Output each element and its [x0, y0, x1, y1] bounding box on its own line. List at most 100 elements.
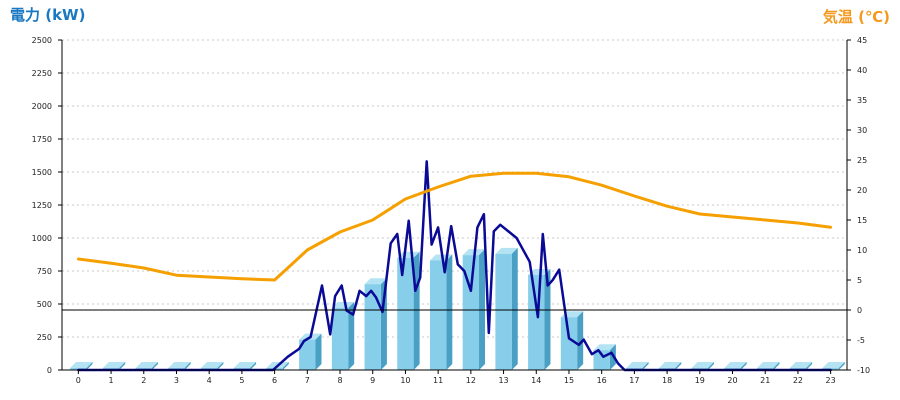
bar-front: [560, 317, 578, 370]
x-tick-label: 3: [174, 376, 179, 385]
bar-top: [364, 278, 387, 285]
y-left-tick-label: 500: [37, 300, 52, 309]
y-right-tick-label: 30: [857, 126, 867, 135]
bar-side: [380, 278, 387, 370]
y-left-tick-label: 750: [37, 267, 52, 276]
bar-side: [217, 362, 224, 370]
y-left-tick-label: 2500: [32, 36, 52, 45]
x-tick-label: 18: [662, 376, 672, 385]
x-tick-label: 15: [564, 376, 574, 385]
bar-top: [658, 362, 682, 369]
bar-side: [740, 362, 747, 370]
bar-side: [577, 311, 584, 370]
x-tick-label: 5: [239, 376, 244, 385]
bar-top: [201, 362, 224, 369]
bar-series: [70, 247, 845, 370]
axes: [58, 39, 851, 374]
y-left-tick-label: 1250: [32, 201, 52, 210]
bar-front: [299, 339, 316, 370]
bar-top: [789, 362, 813, 369]
bar-top: [233, 362, 257, 369]
bar: [331, 301, 355, 370]
bar: [495, 247, 518, 370]
x-tick-label: 11: [433, 376, 443, 385]
y-left-tick-label: 1000: [32, 234, 52, 243]
power-line: [77, 160, 832, 372]
grid-lines: [62, 39, 847, 338]
x-tick-label: 22: [793, 376, 803, 385]
y-right-tick-label: 15: [857, 216, 867, 225]
x-tick-label: 14: [531, 376, 541, 385]
x-tick-label: 23: [826, 376, 836, 385]
bar-side: [315, 333, 322, 370]
bar-front: [397, 257, 414, 370]
y-left-tick-label: 250: [37, 333, 52, 342]
y-right-tick-label: -5: [857, 336, 865, 345]
y-left-tick-label: 2250: [32, 69, 52, 78]
bar-side: [184, 362, 191, 370]
bar-top: [495, 247, 518, 254]
x-tick-label: 0: [76, 376, 81, 385]
x-tick-label: 4: [207, 376, 212, 385]
y-right-tick-label: 35: [857, 96, 867, 105]
bar-side: [675, 362, 682, 370]
bar: [560, 311, 584, 370]
x-tick-label: 21: [760, 376, 770, 385]
temperature-line: [76, 171, 833, 282]
bar: [528, 268, 551, 370]
x-tick-label: 17: [629, 376, 639, 385]
x-tick-label: 8: [337, 376, 342, 385]
y-right-tick-label: 10: [857, 246, 867, 255]
bar-side: [511, 247, 518, 370]
bar-top: [593, 344, 616, 351]
y-right-tick-label: 0: [857, 306, 862, 315]
y-right-axis-title: 気温 (℃): [823, 8, 890, 26]
bar-side: [250, 362, 257, 370]
bar-top: [70, 362, 93, 369]
bar: [299, 333, 322, 370]
x-tick-label: 13: [498, 376, 508, 385]
y-left-tick-label: 1500: [32, 168, 52, 177]
x-tick-label: 10: [400, 376, 410, 385]
bar-side: [642, 362, 649, 370]
bar-top: [168, 362, 191, 369]
x-tick-label: 20: [727, 376, 737, 385]
y-right-tick-label: 25: [857, 156, 867, 165]
tick-labels: 02505007501000125015001750200022502500-1…: [32, 36, 870, 385]
y-right-tick-label: 40: [857, 66, 867, 75]
y-left-tick-label: 1750: [32, 135, 52, 144]
bar-top: [528, 268, 551, 275]
x-tick-label: 2: [141, 376, 146, 385]
x-tick-label: 12: [466, 376, 476, 385]
bar-side: [151, 362, 158, 370]
bar-top: [724, 362, 747, 369]
bar: [429, 254, 453, 370]
x-tick-label: 1: [109, 376, 114, 385]
bar-side: [806, 362, 813, 370]
bar-front: [528, 274, 545, 370]
bar-front: [331, 307, 349, 370]
bar-top: [331, 301, 355, 308]
x-tick-label: 19: [695, 376, 705, 385]
bar-top: [397, 251, 420, 258]
bar-top: [691, 362, 714, 369]
bar-top: [822, 362, 845, 369]
bar-top: [626, 362, 649, 369]
x-tick-label: 16: [597, 376, 607, 385]
bar-side: [86, 362, 93, 370]
bar-side: [838, 362, 845, 370]
bar-front: [429, 260, 447, 370]
bar-top: [135, 362, 158, 369]
bar-side: [282, 362, 289, 370]
x-tick-label: 9: [370, 376, 375, 385]
bar-side: [348, 301, 355, 370]
line-series: [76, 160, 833, 372]
y-right-tick-label: -10: [857, 366, 870, 375]
x-tick-label: 7: [305, 376, 310, 385]
bar-side: [446, 254, 453, 370]
y-right-tick-label: 5: [857, 276, 862, 285]
bar-top: [757, 362, 780, 369]
y-right-tick-label: 45: [857, 36, 867, 45]
y-left-axis-title: 電力 (kW): [10, 6, 85, 24]
